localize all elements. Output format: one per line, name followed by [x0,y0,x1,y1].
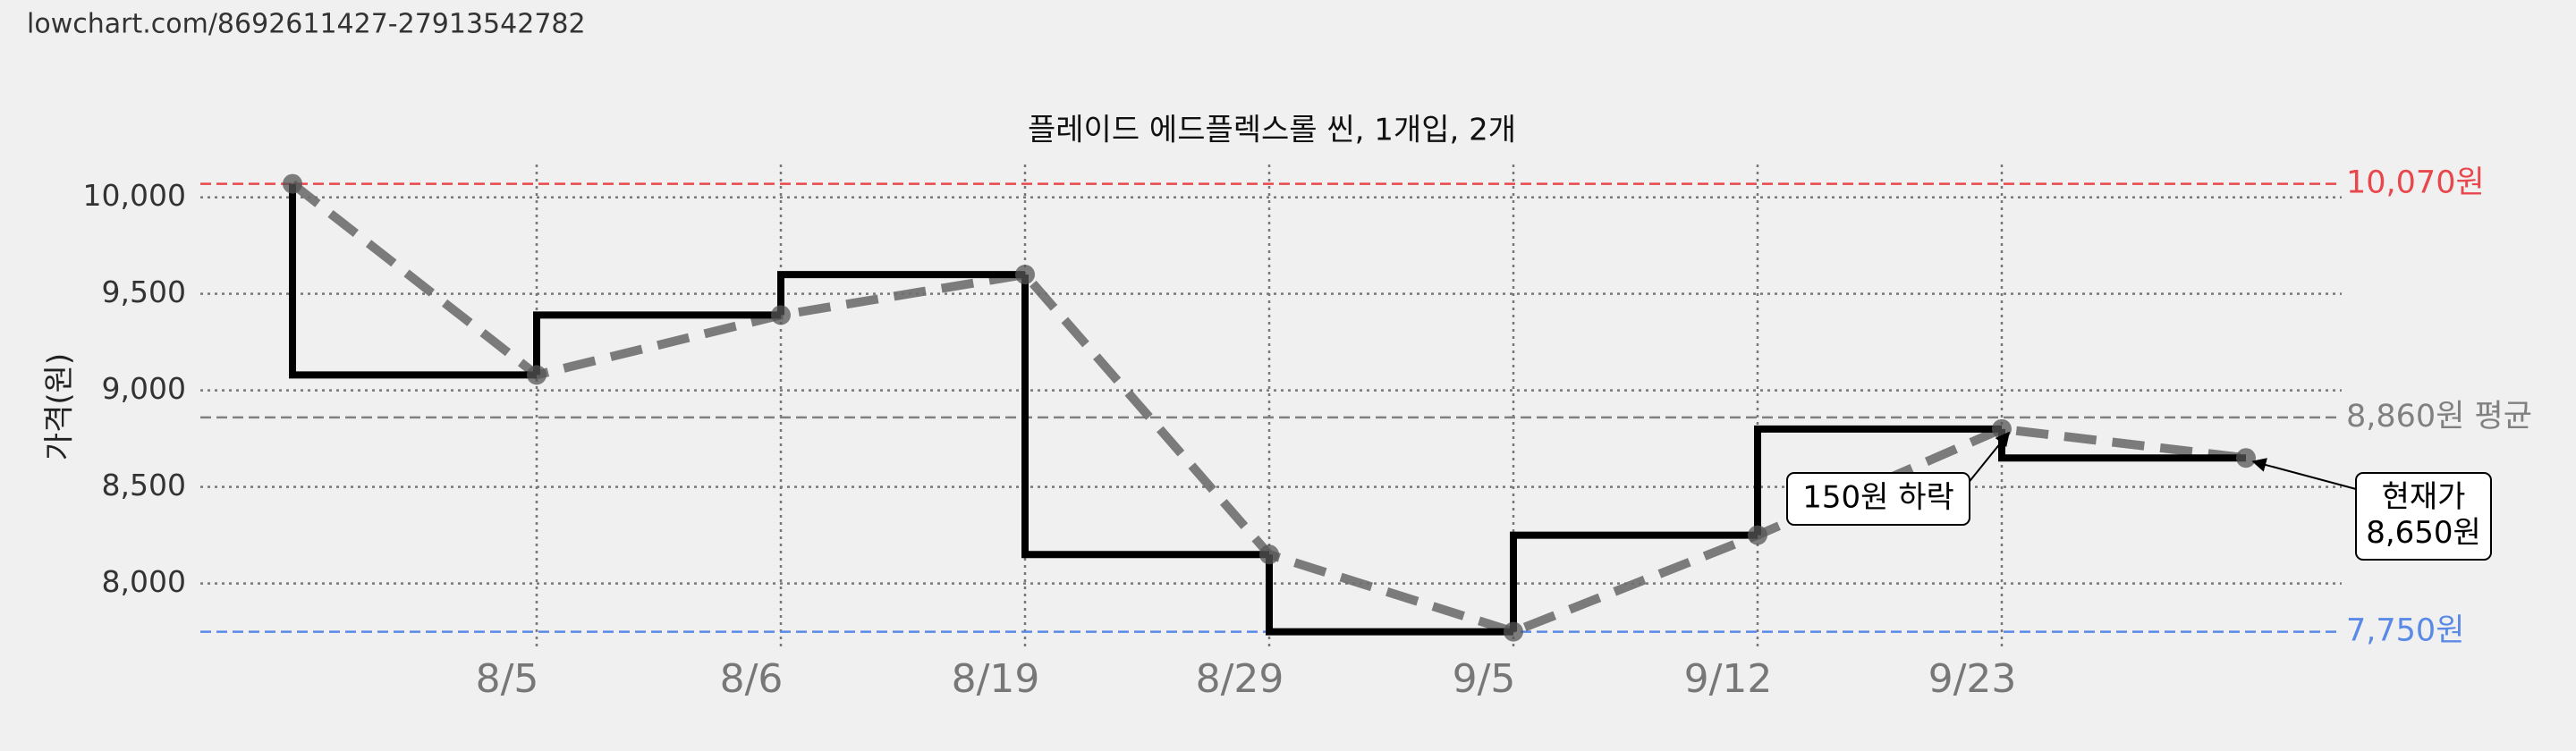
step-segment [777,271,1025,316]
step-segment [1510,531,1758,632]
point-marker [2236,448,2256,468]
page-url: lowchart.com/8692611427-27913542782 [27,9,586,40]
x-tick-label: 9/12 [1684,656,1773,702]
x-tick-label: 8/6 [720,656,784,702]
point-marker [1992,418,2012,439]
point-marker [283,173,302,194]
annotation-text: 현재가 [2382,479,2466,515]
annotation-text: 8,650원 [2366,515,2481,551]
annotation-text: 150원 하락 [1802,480,1954,516]
y-tick-label: 10,000 [83,178,186,213]
x-tick-label: 9/5 [1453,656,1516,702]
y-axis-label: 가격(원) [42,353,78,460]
point-marker [1259,544,1279,565]
annotation-arrow [2251,458,2357,490]
point-marker [1748,525,1767,545]
point-marker [771,305,791,325]
point-marker [1504,621,1523,642]
reference-label: 7,750원 [2346,613,2464,649]
annotation-box [1786,472,1970,526]
x-tick-label: 8/19 [952,656,1040,702]
step-segment [289,183,537,379]
y-tick-label: 8,500 [102,468,186,502]
step-segment [533,311,781,376]
point-marker [1015,265,1035,285]
y-tick-label: 9,000 [102,371,186,406]
step-segment [1021,274,1269,559]
point-marker [527,365,547,385]
y-tick-label: 9,500 [102,274,186,309]
x-tick-label: 8/5 [476,656,539,702]
step-segment [1266,554,1513,636]
chart-title: 플레이드 에드플렉스롤 씬, 1개입, 2개 [1028,113,1516,148]
step-segment [1754,425,2002,536]
x-tick-label: 9/23 [1928,656,2017,702]
reference-label: 10,070원 [2346,165,2485,201]
annotation-box [2355,472,2492,561]
annotation-arrow [1962,431,2011,490]
reference-label: 8,860원 평균 [2346,399,2532,435]
y-tick-label: 8,000 [102,564,186,599]
x-tick-label: 8/29 [1196,656,1284,702]
